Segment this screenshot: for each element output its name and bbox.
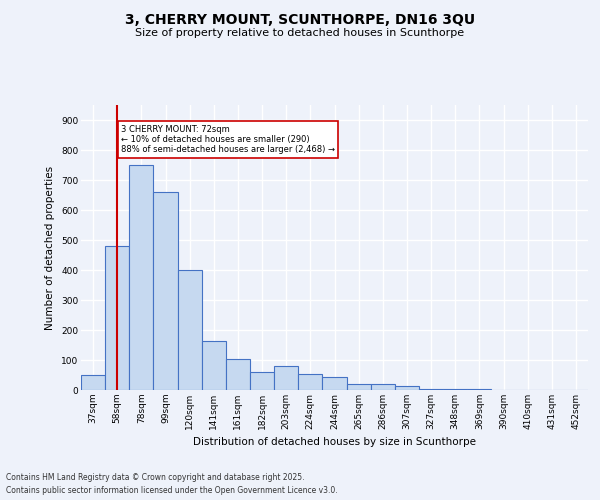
Bar bbox=[371, 384, 395, 390]
Bar bbox=[129, 165, 154, 390]
Text: Contains HM Land Registry data © Crown copyright and database right 2025.: Contains HM Land Registry data © Crown c… bbox=[6, 474, 305, 482]
Bar bbox=[395, 386, 419, 390]
Bar bbox=[443, 389, 467, 390]
Bar bbox=[105, 246, 129, 390]
Bar bbox=[322, 376, 347, 390]
Y-axis label: Number of detached properties: Number of detached properties bbox=[46, 166, 55, 330]
Bar bbox=[226, 358, 250, 390]
Bar bbox=[178, 270, 202, 390]
Bar bbox=[347, 384, 371, 390]
Bar bbox=[154, 192, 178, 390]
Text: Contains public sector information licensed under the Open Government Licence v3: Contains public sector information licen… bbox=[6, 486, 338, 495]
Bar bbox=[202, 340, 226, 390]
X-axis label: Distribution of detached houses by size in Scunthorpe: Distribution of detached houses by size … bbox=[193, 438, 476, 448]
Bar bbox=[419, 388, 443, 390]
Bar bbox=[81, 375, 105, 390]
Bar bbox=[250, 372, 274, 390]
Text: 3, CHERRY MOUNT, SCUNTHORPE, DN16 3QU: 3, CHERRY MOUNT, SCUNTHORPE, DN16 3QU bbox=[125, 12, 475, 26]
Text: 3 CHERRY MOUNT: 72sqm
← 10% of detached houses are smaller (290)
88% of semi-det: 3 CHERRY MOUNT: 72sqm ← 10% of detached … bbox=[121, 124, 335, 154]
Bar bbox=[274, 366, 298, 390]
Text: Size of property relative to detached houses in Scunthorpe: Size of property relative to detached ho… bbox=[136, 28, 464, 38]
Bar bbox=[298, 374, 322, 390]
